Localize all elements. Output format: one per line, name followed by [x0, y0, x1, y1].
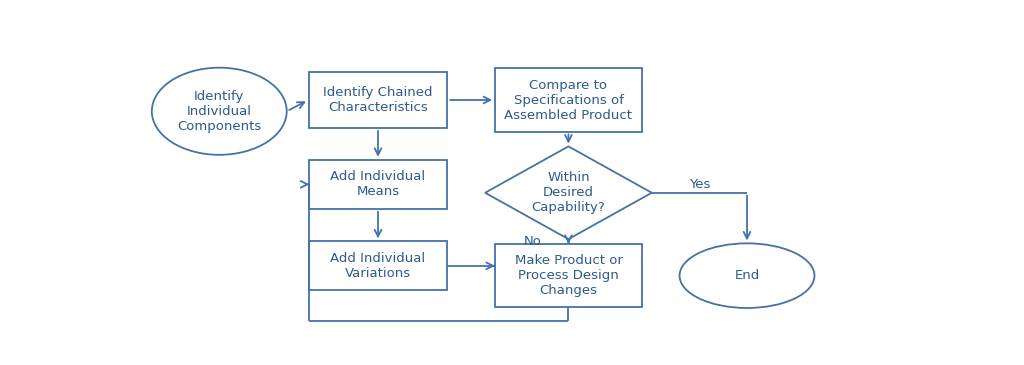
Ellipse shape: [152, 68, 287, 155]
Ellipse shape: [680, 243, 814, 308]
Text: Make Product or
Process Design
Changes: Make Product or Process Design Changes: [514, 254, 623, 297]
Bar: [495, 68, 642, 132]
Polygon shape: [485, 146, 652, 239]
Text: End: End: [734, 269, 760, 282]
Text: Yes: Yes: [689, 178, 710, 191]
Bar: [308, 241, 447, 291]
Text: Add Individual
Means: Add Individual Means: [331, 170, 426, 198]
Text: Identify
Individual
Components: Identify Individual Components: [177, 90, 261, 133]
Text: Within
Desired
Capability?: Within Desired Capability?: [531, 171, 605, 214]
Bar: [308, 72, 447, 128]
Text: No: No: [524, 235, 542, 248]
Text: Add Individual
Variations: Add Individual Variations: [331, 252, 426, 280]
Bar: [308, 160, 447, 209]
Text: Compare to
Specifications of
Assembled Product: Compare to Specifications of Assembled P…: [505, 78, 633, 122]
Text: Identify Chained
Characteristics: Identify Chained Characteristics: [324, 86, 433, 114]
Bar: [495, 244, 642, 307]
